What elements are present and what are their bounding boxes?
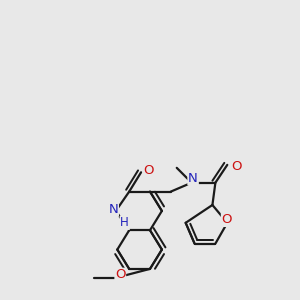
Text: O: O bbox=[143, 164, 154, 177]
Text: O: O bbox=[115, 268, 125, 281]
Text: H: H bbox=[120, 216, 129, 229]
Text: O: O bbox=[221, 213, 232, 226]
Text: N: N bbox=[109, 203, 118, 216]
Text: N: N bbox=[188, 172, 198, 185]
Text: O: O bbox=[231, 160, 242, 173]
Text: H: H bbox=[120, 216, 129, 229]
Text: N: N bbox=[109, 203, 118, 216]
Text: N: N bbox=[188, 172, 198, 185]
